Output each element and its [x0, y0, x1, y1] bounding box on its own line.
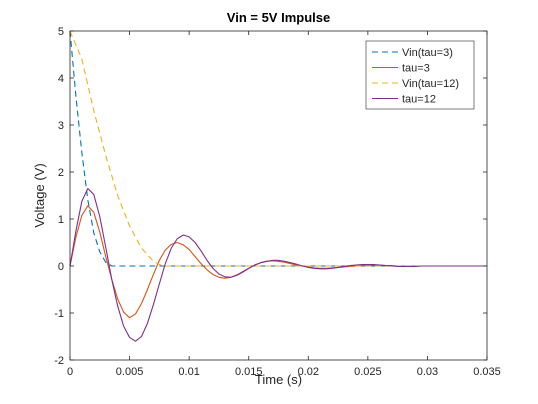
x-tick-label: 0.005: [116, 366, 144, 378]
legend: Vin(tau=3) tau=3 Vin(tau=12) tau=12: [365, 40, 475, 110]
y-tick-label: 0: [58, 261, 64, 273]
y-tick-label: 1: [58, 214, 64, 226]
series-line-4: [69, 187, 487, 342]
legend-label: tau=12: [402, 94, 436, 106]
legend-label: Vin(tau=3): [402, 47, 453, 59]
legend-label: Vin(tau=12): [402, 78, 459, 90]
x-tick-label: 0.025: [354, 366, 382, 378]
x-tick-label: 0.01: [178, 366, 199, 378]
y-tick-label: 3: [58, 120, 64, 132]
y-tick-label: -1: [54, 308, 64, 320]
y-tick-label: 4: [58, 73, 64, 85]
series-line-3: [69, 30, 487, 267]
x-tick-label: 0.03: [417, 366, 438, 378]
axes-layer: 0 0.005 0.01 0.015 0.02 0.025 0.03 0.035 -2 -1 0 1 2…: [54, 26, 501, 378]
y-tick-label: 2: [58, 167, 64, 179]
legend-label: tau=3: [402, 63, 430, 75]
series-line-1: [69, 30, 487, 267]
axes-box: [69, 30, 488, 361]
chart-title: Vin = 5V Impulse: [227, 10, 330, 25]
y-axis-title: Voltage (V): [32, 163, 47, 227]
x-tick-label: 0.015: [235, 366, 263, 378]
x-axis-title: Time (s): [255, 372, 302, 387]
series-layer: [69, 30, 487, 342]
y-tick-label: 5: [58, 26, 64, 38]
x-tick-label: 0.035: [473, 366, 501, 378]
x-tick-label: 0: [67, 366, 73, 378]
y-tick-label: -2: [54, 355, 64, 367]
x-tick-label: 0.02: [298, 366, 319, 378]
